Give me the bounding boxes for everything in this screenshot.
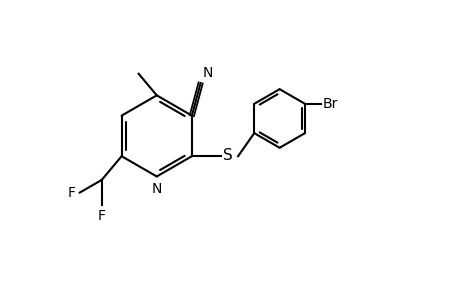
Text: Br: Br	[322, 97, 337, 111]
Text: F: F	[97, 209, 106, 223]
Text: N: N	[151, 182, 162, 196]
Text: F: F	[67, 186, 76, 200]
Text: S: S	[223, 148, 232, 163]
Text: N: N	[202, 66, 213, 80]
